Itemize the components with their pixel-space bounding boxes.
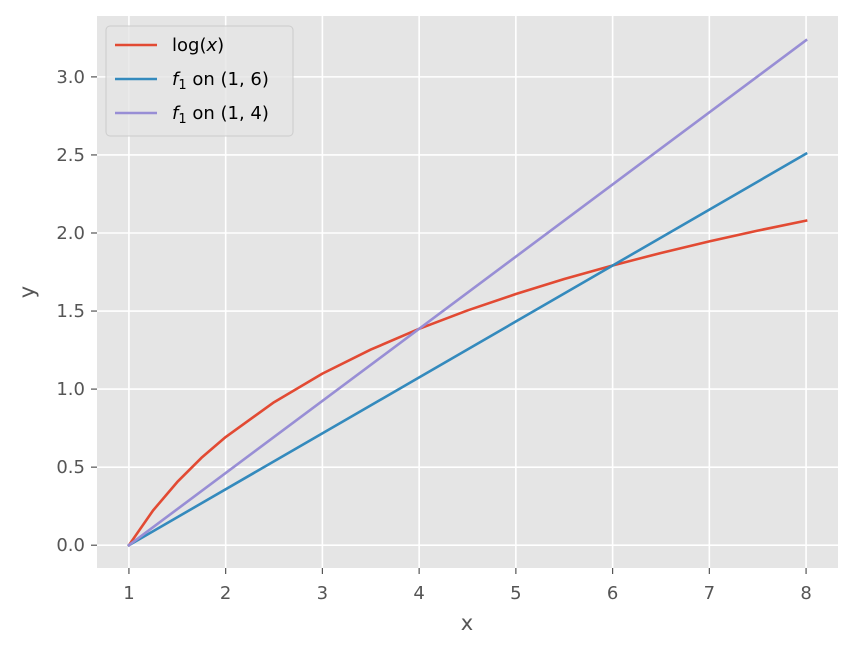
legend-label: f1 on (1, 6)	[172, 69, 269, 93]
x-tick-label: 1	[123, 583, 134, 604]
series-lines	[127, 38, 808, 548]
x-tick-label: 2	[220, 583, 231, 604]
x-axis-label: x	[461, 611, 473, 635]
x-tick-label: 4	[413, 583, 424, 604]
x-tick-label: 3	[317, 583, 328, 604]
legend-label: f1 on (1, 4)	[172, 103, 269, 127]
axis-ticks: 1 2 3 4 5 6 7 8 0.0 0.5 1.0 1.5 2.0 2.5 3.0	[56, 67, 811, 604]
x-tick-label: 7	[704, 583, 715, 604]
y-axis-label: y	[15, 286, 39, 298]
y-tick-label: 0.5	[56, 457, 85, 478]
y-tick-label: 1.0	[56, 379, 85, 400]
y-tick-label: 2.5	[56, 145, 85, 166]
x-tick-label: 6	[607, 583, 618, 604]
series-line-2	[127, 151, 808, 547]
y-tick-label: 1.5	[56, 301, 85, 322]
legend-label: log(x)	[172, 35, 224, 56]
series-line-3	[127, 38, 808, 548]
grid-lines	[97, 16, 838, 568]
legend-box	[105, 25, 294, 137]
x-tick-label: 5	[510, 583, 521, 604]
y-tick-label: 3.0	[56, 67, 85, 88]
y-tick-label: 0.0	[56, 535, 85, 556]
y-tick-label: 2.0	[56, 223, 85, 244]
x-tick-label: 8	[800, 583, 811, 604]
legend: log(x) f1 on (1, 6) f1 on (1, 4)	[105, 25, 294, 137]
